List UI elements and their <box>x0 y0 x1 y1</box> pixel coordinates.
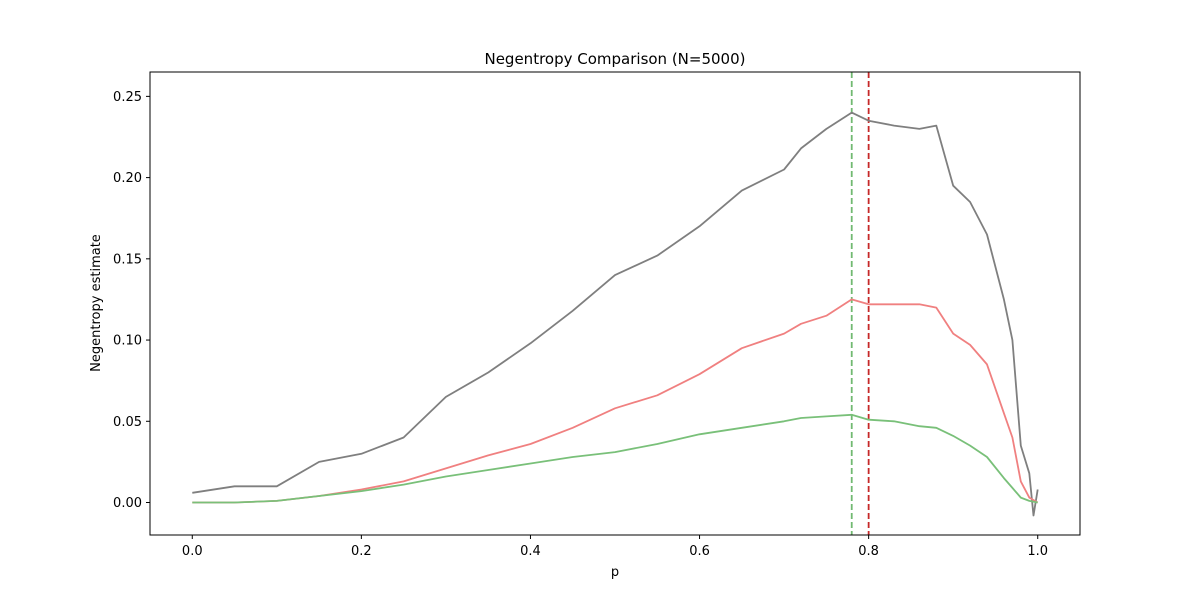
series-line-2 <box>192 298 1039 504</box>
y-tick-label: 0.05 <box>113 415 142 430</box>
y-tick-label: 0.15 <box>113 252 142 267</box>
series-line-3 <box>192 413 1038 504</box>
x-tick-label: 0.4 <box>520 544 541 559</box>
plot-frame <box>149 71 1081 536</box>
y-tick-label: 0.20 <box>113 171 142 186</box>
reference-lines <box>850 72 870 535</box>
x-axis-label: p <box>611 565 619 580</box>
y-axis-ticks: 0.00 0.05 0.10 0.15 0.20 0.25 <box>113 90 150 511</box>
y-tick-label: 0.00 <box>113 496 142 511</box>
x-tick-label: 0.0 <box>182 544 203 559</box>
y-tick-label: 0.25 <box>113 90 142 105</box>
y-axis-label: Negentropy estimate <box>89 234 104 372</box>
x-tick-label: 1.0 <box>1027 544 1048 559</box>
series-layer <box>192 111 1039 517</box>
x-axis-ticks: 0.0 0.2 0.4 0.6 0.8 1.0 <box>182 535 1048 559</box>
chart-title: Negentropy Comparison (N=5000) <box>484 50 745 68</box>
x-tick-label: 0.6 <box>689 544 710 559</box>
x-tick-label: 0.2 <box>351 544 372 559</box>
y-tick-label: 0.10 <box>113 334 142 349</box>
x-tick-label: 0.8 <box>858 544 879 559</box>
series-line-1 <box>192 111 1039 517</box>
